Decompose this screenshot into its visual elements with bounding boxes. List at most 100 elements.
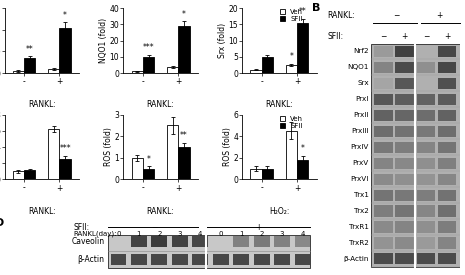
Bar bbox=[254, 236, 270, 247]
Text: B: B bbox=[312, 3, 320, 13]
Bar bbox=[395, 237, 414, 249]
Text: *: * bbox=[290, 52, 293, 61]
Bar bbox=[438, 158, 456, 169]
Text: 1: 1 bbox=[239, 231, 243, 236]
Bar bbox=[417, 221, 435, 233]
Text: 3: 3 bbox=[178, 231, 182, 236]
Bar bbox=[107, 235, 310, 268]
Y-axis label: Srx (fold): Srx (fold) bbox=[218, 23, 227, 58]
Text: PrxVI: PrxVI bbox=[351, 176, 369, 182]
Bar bbox=[178, 26, 190, 73]
Text: *: * bbox=[301, 144, 305, 153]
Legend: Veh, SFII: Veh, SFII bbox=[279, 9, 304, 23]
Y-axis label: ROS (fold): ROS (fold) bbox=[223, 128, 232, 166]
Bar bbox=[274, 254, 290, 265]
Bar bbox=[438, 62, 456, 73]
Bar bbox=[297, 160, 308, 179]
Text: 0: 0 bbox=[116, 231, 121, 236]
Bar bbox=[395, 158, 414, 169]
Bar bbox=[374, 205, 392, 217]
Bar bbox=[24, 170, 35, 179]
Text: 2: 2 bbox=[259, 231, 264, 236]
Bar bbox=[417, 142, 435, 153]
Bar bbox=[417, 237, 435, 249]
Bar bbox=[143, 57, 154, 73]
Text: **: ** bbox=[26, 45, 33, 54]
Y-axis label: NQO1 (fold): NQO1 (fold) bbox=[99, 18, 108, 63]
Text: 0: 0 bbox=[219, 231, 223, 236]
Bar bbox=[295, 236, 311, 247]
Bar bbox=[417, 205, 435, 217]
Text: PrxV: PrxV bbox=[352, 160, 369, 166]
Text: +: + bbox=[401, 32, 408, 41]
Bar bbox=[286, 65, 297, 73]
Text: PrxII: PrxII bbox=[353, 112, 369, 118]
Y-axis label: ROS (fold): ROS (fold) bbox=[104, 128, 113, 166]
Text: 3: 3 bbox=[280, 231, 284, 236]
Text: **: ** bbox=[299, 7, 306, 16]
Bar bbox=[374, 110, 392, 121]
Bar bbox=[13, 71, 24, 73]
Bar bbox=[374, 237, 392, 249]
Bar bbox=[250, 169, 262, 179]
Bar bbox=[295, 254, 311, 265]
Bar bbox=[395, 94, 414, 105]
Bar bbox=[417, 253, 435, 265]
Bar bbox=[395, 205, 414, 217]
Text: *: * bbox=[146, 155, 151, 164]
Bar bbox=[417, 174, 435, 185]
Text: PrxIV: PrxIV bbox=[351, 144, 369, 150]
Text: 4: 4 bbox=[300, 231, 305, 236]
Bar bbox=[417, 94, 435, 105]
Bar bbox=[131, 236, 147, 247]
Text: PrxI: PrxI bbox=[355, 96, 369, 102]
Bar bbox=[131, 254, 147, 265]
Text: SFII:: SFII: bbox=[73, 223, 89, 232]
Text: RANKL:: RANKL: bbox=[146, 207, 174, 216]
Bar bbox=[438, 110, 456, 121]
Text: ***: *** bbox=[143, 43, 154, 52]
Bar bbox=[374, 221, 392, 233]
Text: SFII:: SFII: bbox=[328, 32, 344, 41]
Text: *: * bbox=[63, 11, 67, 20]
Text: Nrf2: Nrf2 bbox=[353, 48, 369, 54]
Bar bbox=[395, 174, 414, 185]
Text: RANKL(day):: RANKL(day): bbox=[73, 231, 117, 237]
Text: D: D bbox=[0, 219, 5, 229]
Bar bbox=[167, 67, 178, 73]
Bar bbox=[48, 69, 60, 73]
Bar bbox=[438, 253, 456, 265]
Text: β-Actin: β-Actin bbox=[78, 255, 105, 264]
Text: PrxIII: PrxIII bbox=[351, 128, 369, 134]
Text: **: ** bbox=[180, 131, 188, 140]
Text: Trx2: Trx2 bbox=[354, 208, 369, 214]
Bar bbox=[193, 236, 208, 247]
Bar bbox=[374, 189, 392, 201]
Text: 1: 1 bbox=[137, 231, 141, 236]
Bar bbox=[438, 205, 456, 217]
Bar bbox=[48, 129, 60, 179]
Bar bbox=[178, 147, 190, 179]
Text: TrxR2: TrxR2 bbox=[349, 240, 369, 246]
Bar bbox=[395, 46, 414, 57]
Text: +: + bbox=[436, 11, 442, 20]
Text: RANKL:: RANKL: bbox=[146, 100, 174, 109]
Bar bbox=[374, 94, 392, 105]
Bar bbox=[395, 126, 414, 137]
Text: Caveolin: Caveolin bbox=[71, 237, 105, 246]
Bar bbox=[152, 236, 167, 247]
Bar bbox=[395, 62, 414, 73]
Text: RANKL:: RANKL: bbox=[328, 11, 356, 20]
Bar bbox=[24, 58, 35, 73]
Bar bbox=[374, 62, 392, 73]
Bar bbox=[417, 110, 435, 121]
Bar bbox=[438, 189, 456, 201]
Text: TrxR1: TrxR1 bbox=[349, 224, 369, 230]
Text: −: − bbox=[423, 32, 429, 41]
Text: Trx1: Trx1 bbox=[354, 192, 369, 198]
Text: 2: 2 bbox=[157, 231, 161, 236]
Bar bbox=[438, 142, 456, 153]
Bar bbox=[297, 23, 308, 73]
Bar bbox=[438, 174, 456, 185]
Bar bbox=[374, 46, 392, 57]
